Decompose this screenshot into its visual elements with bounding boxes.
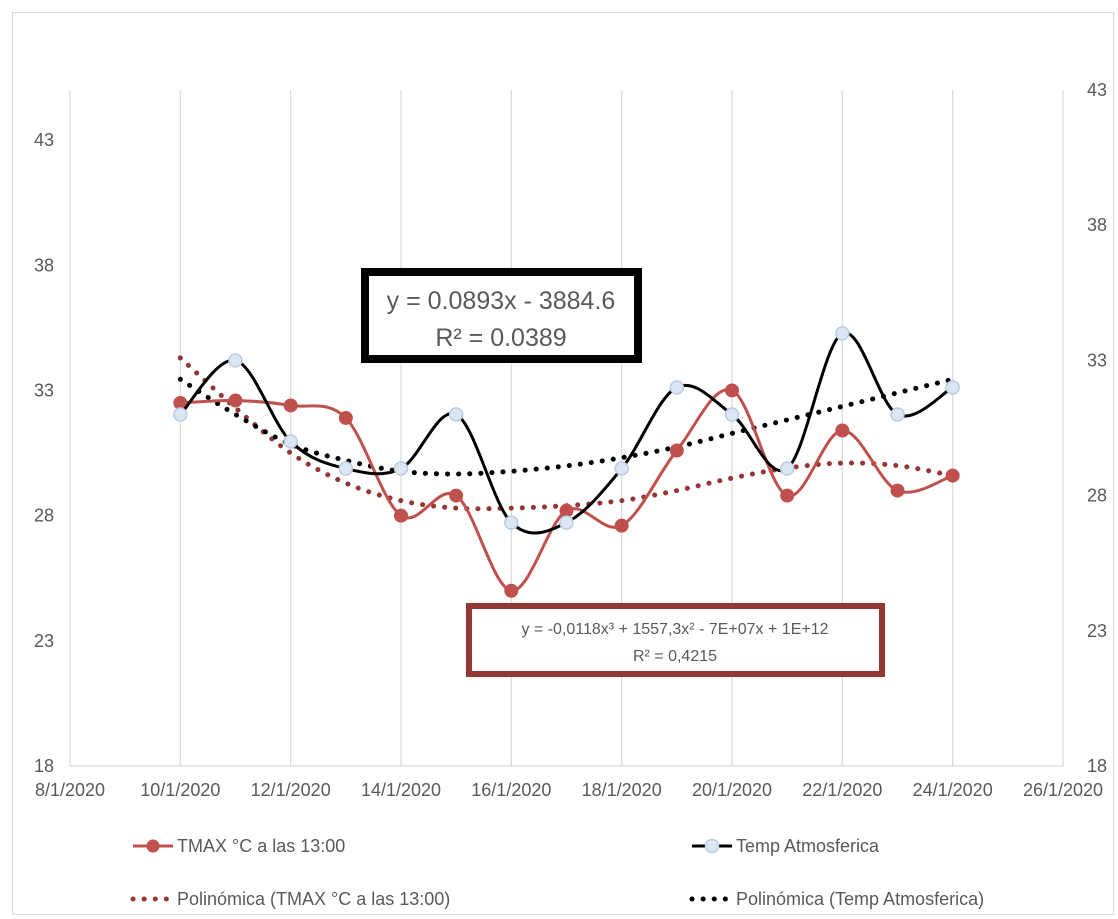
data-point — [559, 515, 574, 530]
x-tick-label: 26/1/2020 — [1023, 780, 1103, 800]
data-point — [780, 488, 795, 503]
data-point — [945, 468, 960, 483]
equation-box-1 — [361, 268, 642, 363]
legend-label: TMAX °C a las 13:00 — [177, 836, 345, 856]
legend-item: Polinómica (Temp Atmosferica) — [689, 889, 984, 909]
equation-2-line-1: y = -0,0118x³ + 1557,3x² - 7E+07x + 1E+1… — [521, 621, 828, 638]
y-left-tick-label: 28 — [34, 506, 54, 526]
y-left-tick-label: 18 — [34, 756, 54, 776]
equation-2-line-2: R² = 0,4215 — [633, 648, 717, 665]
legend-item: Temp Atmosferica — [692, 836, 880, 856]
y-left-tick-label: 23 — [34, 631, 54, 651]
y-right-tick-label: 23 — [1087, 621, 1107, 641]
x-tick-label: 22/1/2020 — [802, 780, 882, 800]
data-point — [504, 583, 519, 598]
data-point — [393, 461, 409, 476]
data-point — [890, 483, 905, 498]
equation-1-line-1: y = 0.0893x - 3884.6 — [387, 287, 616, 315]
legend-label: Polinómica (Temp Atmosferica) — [736, 889, 984, 909]
y-right-tick-label: 28 — [1087, 486, 1107, 506]
data-point — [173, 407, 188, 422]
data-point — [338, 461, 354, 476]
data-point — [724, 407, 740, 422]
data-point — [338, 410, 353, 425]
y-left-tick-label: 33 — [34, 380, 54, 400]
data-point — [779, 461, 795, 476]
data-point — [890, 407, 905, 422]
series-line-2 — [179, 331, 954, 535]
data-point — [283, 398, 298, 413]
legend-label: Temp Atmosferica — [736, 836, 880, 856]
data-point — [614, 518, 629, 533]
data-point — [835, 423, 850, 438]
data-point — [283, 434, 298, 449]
data-point — [504, 515, 519, 530]
legend-item: TMAX °C a las 13:00 — [133, 836, 345, 856]
legend-item: Polinómica (TMAX °C a las 13:00) — [130, 889, 450, 909]
y-left-tick-label: 38 — [34, 255, 54, 275]
equation-box-2 — [466, 603, 885, 677]
x-tick-label: 10/1/2020 — [140, 780, 220, 800]
x-tick-label: 16/1/2020 — [471, 780, 551, 800]
x-tick-label: 24/1/2020 — [913, 780, 993, 800]
legend-marker — [146, 839, 160, 853]
chart-frame — [12, 12, 1114, 915]
data-point — [835, 326, 850, 341]
data-point — [945, 380, 960, 395]
x-tick-label: 20/1/2020 — [692, 780, 772, 800]
y-right-tick-label: 43 — [1087, 80, 1107, 100]
data-point — [614, 461, 629, 476]
x-tick-label: 18/1/2020 — [582, 780, 662, 800]
y-right-tick-label: 18 — [1087, 756, 1107, 776]
legend-marker — [704, 838, 720, 854]
data-point — [669, 380, 685, 395]
y-left-tick-label: 43 — [34, 130, 54, 150]
y-right-tick-label: 38 — [1087, 215, 1107, 235]
x-tick-label: 8/1/2020 — [35, 780, 105, 800]
equation-1-line-2: R² = 0.0389 — [435, 324, 566, 352]
data-point — [228, 353, 243, 368]
legend-label: Polinómica (TMAX °C a las 13:00) — [177, 889, 450, 909]
series-line-1 — [180, 388, 954, 593]
data-point — [449, 488, 464, 503]
x-tick-label: 12/1/2020 — [251, 780, 331, 800]
data-point — [228, 393, 243, 408]
data-point — [725, 383, 739, 398]
data-point — [559, 503, 574, 518]
data-point — [394, 508, 408, 523]
data-point — [669, 443, 684, 458]
y-right-tick-label: 33 — [1087, 350, 1107, 370]
x-tick-label: 14/1/2020 — [361, 780, 441, 800]
data-point — [448, 407, 464, 422]
